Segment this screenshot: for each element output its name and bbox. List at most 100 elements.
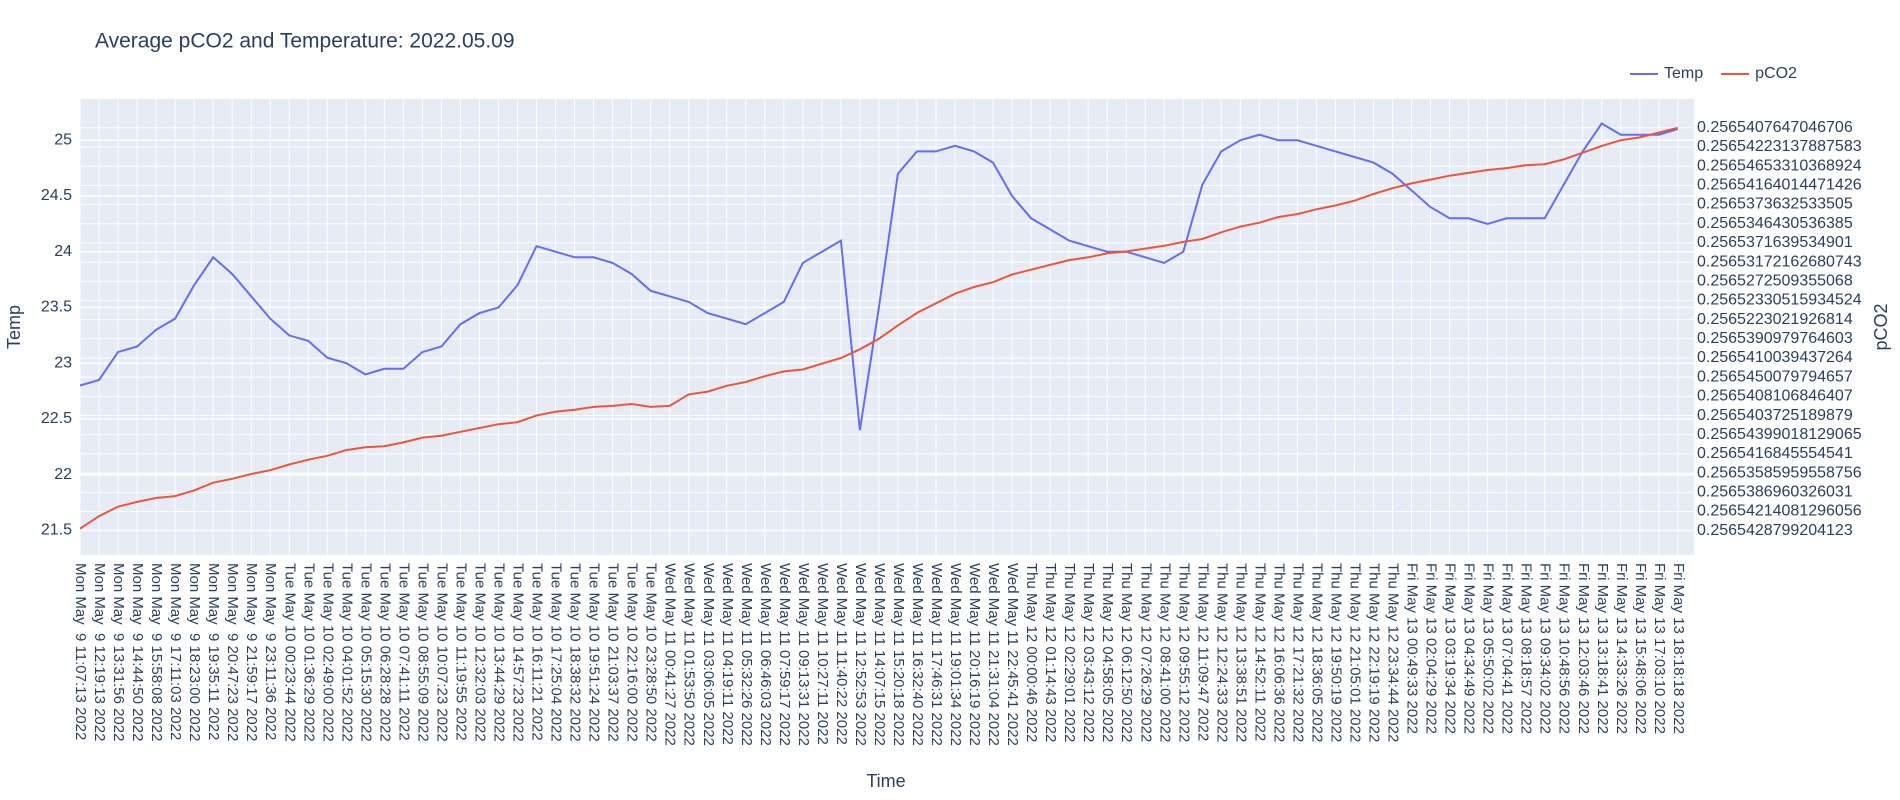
x-tick-label: Fri May 13 14:33:26 2022 [1613, 563, 1630, 734]
x-tick-label: Tue May 10 10:07:23 2022 [433, 563, 450, 742]
y2-tick-label: 0.25654399018129065 [1697, 426, 1862, 443]
y2-tick-label: 0.2565416845554541 [1697, 445, 1853, 462]
x-tick-label: Wed May 11 05:32:26 2022 [738, 563, 755, 746]
x-tick-label: Mon May 9 18:23:00 2022 [186, 563, 203, 741]
x-tick-label: Wed May 11 12:52:53 2022 [852, 563, 869, 746]
x-tick-label: Mon May 9 17:11:03 2022 [167, 563, 184, 740]
x-tick-label: Tue May 10 04:01:52 2022 [338, 563, 355, 742]
x-tick-label: Thu May 12 16:06:36 2022 [1270, 563, 1287, 742]
x-tick-label: Wed May 11 10:27:11 2022 [814, 563, 831, 745]
x-tick-label: Tue May 10 05:15:30 2022 [357, 563, 374, 742]
x-tick-label: Fri May 13 15:48:06 2022 [1632, 563, 1649, 734]
x-tick-label: Thu May 12 07:26:29 2022 [1137, 563, 1154, 742]
x-tick-label: Fri May 13 07:04:41 2022 [1499, 563, 1516, 734]
x-tick-label: Thu May 12 18:36:05 2022 [1308, 563, 1325, 742]
x-tick-label: Fri May 13 00:49:33 2022 [1404, 563, 1421, 734]
x-tick-label: Tue May 10 13:44:29 2022 [491, 563, 508, 742]
y-tick-label: 21.5 [41, 522, 72, 539]
x-tick-label: Fri May 13 10:48:56 2022 [1556, 563, 1573, 734]
x-tick-label: Tue May 10 19:51:24 2022 [586, 563, 603, 742]
y2-tick-label: 0.2565223021926814 [1697, 311, 1853, 328]
y2-tick-label: 0.25653172162680743 [1697, 253, 1862, 270]
x-tick-label: Mon May 9 11:07:13 2022 [72, 563, 89, 740]
x-tick-label: Thu May 12 23:34:44 2022 [1385, 563, 1402, 742]
x-tick-label: Fri May 13 13:18:41 2022 [1594, 563, 1611, 734]
x-tick-label: Wed May 11 15:20:18 2022 [890, 563, 907, 746]
x-tick-label: Tue May 10 23:28:50 2022 [643, 563, 660, 742]
x-tick-label: Mon May 9 21:59:17 2022 [243, 563, 260, 741]
x-tick-label: Thu May 12 09:55:12 2022 [1175, 563, 1192, 742]
x-tick-label: Tue May 10 16:11:21 2022 [529, 563, 546, 741]
y2-tick-label: 0.25652330515934524 [1697, 292, 1862, 309]
y2-tick-label: 0.2565373632533505 [1697, 196, 1853, 213]
x-tick-label: Wed May 11 21:31:04 2022 [985, 563, 1002, 746]
legend-label: Temp [1664, 65, 1703, 82]
x-tick-label: Thu May 12 12:24:33 2022 [1213, 563, 1230, 742]
x-tick-label: Wed May 11 16:32:40 2022 [909, 563, 926, 746]
y-tick-label: 22.5 [41, 410, 72, 427]
x-tick-label: Tue May 10 07:41:11 2022 [395, 563, 412, 741]
y2-tick-label: 0.2565346430536385 [1697, 215, 1853, 232]
x-tick-label: Wed May 11 00:41:27 2022 [662, 563, 679, 746]
x-tick-label: Wed May 11 20:16:19 2022 [966, 563, 983, 746]
x-tick-label: Mon May 9 19:35:11 2022 [205, 563, 222, 740]
y2-tick-label: 0.25653585959558756 [1697, 464, 1862, 481]
x-tick-label: Mon May 9 20:47:23 2022 [224, 563, 241, 741]
x-tick-label: Fri May 13 03:19:34 2022 [1442, 563, 1459, 734]
y2-tick-label: 0.2565390979764603 [1697, 330, 1853, 347]
x-tick-label: Thu May 12 00:00:46 2022 [1023, 563, 1040, 742]
x-tick-label: Tue May 10 01:36:29 2022 [300, 563, 317, 742]
y2-tick-label: 0.2565371639534901 [1697, 234, 1853, 251]
x-tick-label: Thu May 12 01:14:43 2022 [1042, 563, 1059, 742]
x-tick-label: Mon May 9 12:19:13 2022 [91, 563, 108, 741]
y2-tick-label: 0.2565272509355068 [1697, 272, 1853, 289]
x-tick-label: Wed May 11 04:19:11 2022 [719, 563, 736, 745]
y-tick-label: 23.5 [41, 299, 72, 316]
x-tick-label: Mon May 9 23:11:36 2022 [262, 563, 279, 740]
x-tick-label: Thu May 12 08:41:00 2022 [1156, 563, 1173, 742]
x-tick-label: Fri May 13 08:18:57 2022 [1518, 563, 1535, 734]
x-tick-label: Tue May 10 00:23:44 2022 [281, 563, 298, 742]
x-tick-label: Fri May 13 04:34:49 2022 [1461, 563, 1478, 734]
x-tick-label: Thu May 12 14:52:11 2022 [1251, 563, 1268, 741]
x-tick-label: Tue May 10 21:03:37 2022 [605, 563, 622, 742]
y-tick-label: 24 [54, 243, 72, 260]
data-line [79, 126, 1679, 530]
x-tick-label: Thu May 12 13:38:51 2022 [1232, 563, 1249, 742]
x-tick-label: Thu May 12 06:12:50 2022 [1118, 563, 1135, 742]
x-tick-label: Tue May 10 02:49:00 2022 [319, 563, 336, 742]
data-line [79, 122, 1679, 431]
x-tick-label: Tue May 10 06:28:28 2022 [376, 563, 393, 742]
y2-tick-label: 0.25654214081296056 [1697, 503, 1862, 520]
x-tick-label: Wed May 11 22:45:41 2022 [1004, 563, 1021, 746]
plot-area [80, 99, 1694, 555]
x-tick-label: Tue May 10 12:32:03 2022 [471, 563, 488, 742]
x-tick-label: Thu May 12 17:21:32 2022 [1289, 563, 1306, 742]
x-tick-label: Fri May 13 12:03:46 2022 [1575, 563, 1592, 734]
x-tick-label: Tue May 10 14:57:23 2022 [510, 563, 527, 742]
x-tick-label: Wed May 11 17:46:31 2022 [928, 563, 945, 746]
x-tick-label: Fri May 13 05:50:02 2022 [1480, 563, 1497, 734]
x-tick-label: Thu May 12 03:43:12 2022 [1080, 563, 1097, 742]
x-tick-label: Wed May 11 07:59:17 2022 [776, 563, 793, 746]
x-tick-label: Wed May 11 03:06:05 2022 [700, 563, 717, 746]
y2-axis-title: pCO2 [1871, 303, 1891, 350]
x-tick-label: Mon May 9 14:44:50 2022 [129, 563, 146, 741]
y-tick-label: 24.5 [41, 187, 72, 204]
x-tick-label: Wed May 11 11:40:22 2022 [833, 563, 850, 745]
x-tick-label: Fri May 13 02:04:29 2022 [1423, 563, 1440, 734]
y-tick-label: 25 [54, 131, 72, 148]
x-tick-label: Tue May 10 17:25:04 2022 [548, 563, 565, 742]
y-tick-label: 23 [54, 354, 72, 371]
y2-tick-label: 0.25654653310368924 [1697, 157, 1862, 174]
y2-tick-label: 0.2565450079794657 [1697, 368, 1853, 385]
x-tick-label: Tue May 10 08:55:09 2022 [414, 563, 431, 742]
y2-tick-label: 0.2565403725189879 [1697, 407, 1853, 424]
x-tick-label: Thu May 12 04:58:05 2022 [1099, 563, 1116, 742]
x-tick-label: Tue May 10 11:19:55 2022 [452, 563, 469, 741]
chart-title: Average pCO2 and Temperature: 2022.05.09 [95, 30, 515, 53]
y2-tick-label: 0.2565386960326031 [1697, 483, 1853, 500]
legend-label: pCO2 [1755, 65, 1797, 82]
y2-tick-label: 0.2565408106846407 [1697, 388, 1853, 405]
